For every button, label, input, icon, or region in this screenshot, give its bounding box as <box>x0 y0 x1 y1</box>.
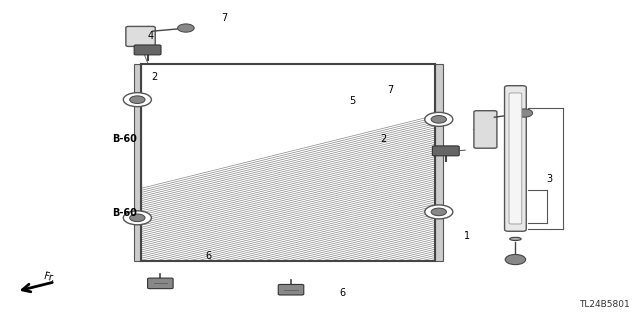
Circle shape <box>124 211 152 225</box>
Bar <box>141 64 435 261</box>
Bar <box>435 64 443 261</box>
Circle shape <box>505 255 525 265</box>
Text: 6: 6 <box>205 251 211 261</box>
Text: B-60: B-60 <box>113 134 138 144</box>
Circle shape <box>516 109 532 117</box>
Circle shape <box>425 205 453 219</box>
Text: 4: 4 <box>148 31 154 41</box>
FancyBboxPatch shape <box>433 146 460 156</box>
Text: 1: 1 <box>464 231 470 241</box>
FancyBboxPatch shape <box>509 93 522 224</box>
FancyBboxPatch shape <box>474 111 497 148</box>
Text: 7: 7 <box>387 85 394 95</box>
Ellipse shape <box>509 237 521 241</box>
Bar <box>141 64 435 261</box>
Text: 5: 5 <box>349 96 355 106</box>
Circle shape <box>130 96 145 103</box>
Bar <box>134 64 141 261</box>
Text: 6: 6 <box>339 288 346 298</box>
Circle shape <box>130 214 145 222</box>
Circle shape <box>124 93 152 107</box>
FancyBboxPatch shape <box>126 26 156 47</box>
Text: 3: 3 <box>547 174 553 183</box>
Circle shape <box>177 24 194 32</box>
Text: 7: 7 <box>221 13 227 23</box>
Text: 2: 2 <box>381 134 387 144</box>
FancyBboxPatch shape <box>134 45 161 55</box>
Text: Fr.: Fr. <box>42 271 56 283</box>
Text: TL24B5801: TL24B5801 <box>579 300 630 309</box>
Text: 2: 2 <box>151 72 157 82</box>
Text: B-60: B-60 <box>113 209 138 219</box>
Circle shape <box>425 112 453 126</box>
FancyBboxPatch shape <box>148 278 173 289</box>
Text: partsouq.com
Autoparts, Worldwide.: partsouq.com Autoparts, Worldwide. <box>251 151 351 174</box>
Circle shape <box>431 208 447 216</box>
FancyBboxPatch shape <box>504 86 526 231</box>
Circle shape <box>431 115 447 123</box>
FancyBboxPatch shape <box>278 285 304 295</box>
